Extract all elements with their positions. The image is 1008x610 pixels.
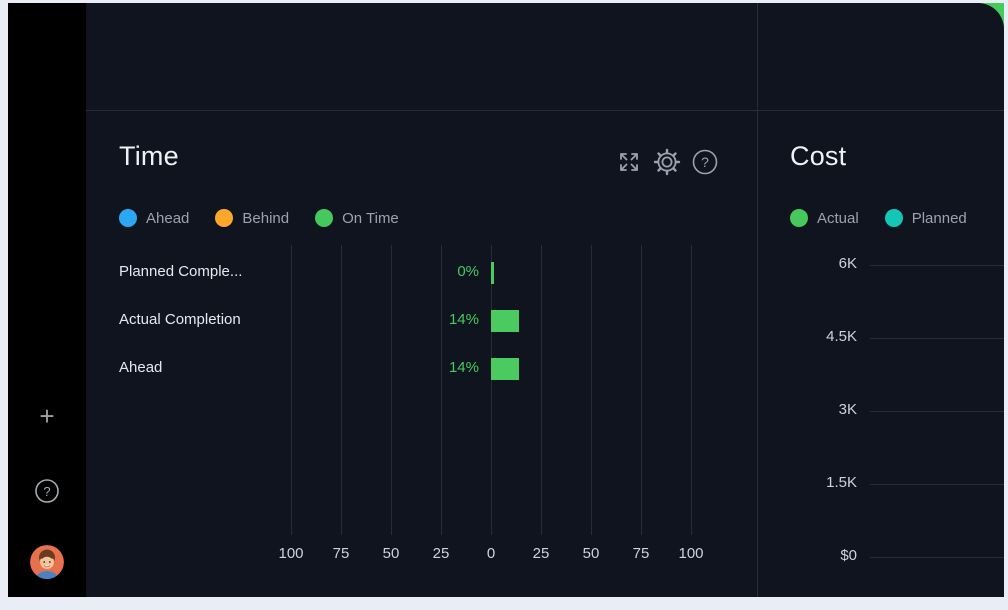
- legend-dot: [215, 209, 234, 227]
- bar[interactable]: [491, 262, 494, 284]
- plus-icon: +: [39, 400, 55, 431]
- x-tick-label: 25: [432, 545, 450, 562]
- value-label: 14%: [448, 311, 479, 328]
- x-tick-label: 0: [486, 545, 496, 562]
- legend-item[interactable]: Behind: [215, 209, 289, 227]
- time-widget-toolbar: ?: [615, 148, 719, 176]
- legend-label: Planned: [911, 209, 967, 227]
- cost-legend: Actual Planned: [790, 209, 967, 227]
- x-tick-label: 75: [332, 545, 350, 562]
- add-button[interactable]: +: [8, 401, 86, 431]
- gridline: [491, 245, 492, 535]
- gridline: [641, 245, 642, 535]
- x-tick-label: 50: [582, 545, 600, 562]
- time-categories: Planned Comple... Actual Completion Ahead: [119, 245, 289, 530]
- help-button[interactable]: ?: [8, 478, 86, 504]
- y-tick-label: 3K: [838, 401, 857, 418]
- svg-text:?: ?: [701, 154, 709, 170]
- legend-item[interactable]: Ahead: [119, 209, 189, 227]
- legend-label: Actual: [817, 209, 859, 227]
- user-avatar[interactable]: [8, 545, 86, 579]
- gridline: [870, 265, 1004, 266]
- app-frame: + ?: [8, 3, 1004, 597]
- category-label: Planned Comple...: [119, 263, 243, 280]
- content-area: Time: [86, 3, 1004, 597]
- expand-icon[interactable]: [615, 148, 643, 176]
- y-tick-label: 1.5K: [826, 474, 857, 491]
- legend-item[interactable]: Actual: [790, 209, 859, 227]
- settings-icon[interactable]: [653, 148, 681, 176]
- legend-label: On Time: [342, 209, 399, 227]
- gridline: [391, 245, 392, 535]
- category-label: Actual Completion: [119, 311, 241, 328]
- gridline: [691, 245, 692, 535]
- category-label: Ahead: [119, 359, 163, 376]
- x-tick-label: 50: [382, 545, 400, 562]
- time-widget-title: Time: [119, 141, 179, 171]
- legend-label: Ahead: [146, 209, 190, 227]
- gridline: [341, 245, 342, 535]
- svg-text:?: ?: [43, 484, 50, 499]
- gridline: [870, 557, 1004, 558]
- legend-item[interactable]: Planned: [884, 209, 967, 227]
- legend-item[interactable]: On Time: [315, 209, 399, 227]
- y-tick-label: $0: [840, 547, 857, 564]
- x-tick-label: 25: [532, 545, 550, 562]
- x-tick-label: 100: [278, 545, 304, 562]
- y-tick-label: 4.5K: [826, 328, 857, 345]
- legend-label: Behind: [242, 209, 290, 227]
- value-label: 0%: [457, 263, 479, 280]
- vertical-divider: [757, 3, 758, 597]
- gridline: [591, 245, 592, 535]
- bar[interactable]: [491, 358, 519, 380]
- x-tick-label: 100: [678, 545, 704, 562]
- help-icon[interactable]: ?: [691, 148, 719, 176]
- y-tick-label: 6K: [838, 255, 857, 272]
- gridline: [870, 338, 1004, 339]
- time-legend: Ahead Behind On Time: [119, 209, 399, 227]
- gridline: [291, 245, 292, 535]
- dashboard-canvas: Time: [86, 3, 1004, 597]
- legend-dot: [315, 209, 334, 227]
- avatar-icon: [30, 545, 64, 579]
- legend-dot: [790, 209, 808, 227]
- gridline: [541, 245, 542, 535]
- bar[interactable]: [491, 310, 519, 332]
- x-tick-label: 75: [632, 545, 650, 562]
- gridline: [870, 411, 1004, 412]
- help-circle-icon: ?: [35, 479, 59, 503]
- horizontal-divider: [86, 110, 1004, 111]
- gridline: [441, 245, 442, 535]
- value-label: 14%: [448, 359, 479, 376]
- gridline: [870, 484, 1004, 485]
- cost-axis: 6K 4.5K 3K 1.5K $0: [757, 245, 1004, 575]
- cost-widget-title: Cost: [790, 141, 847, 171]
- time-plot: 100 75 50 25 0 25 50 75 100 0% 14% 14%: [241, 245, 741, 562]
- legend-dot: [884, 209, 903, 227]
- legend-dot: [119, 209, 137, 227]
- app-sidebar: + ?: [8, 3, 86, 597]
